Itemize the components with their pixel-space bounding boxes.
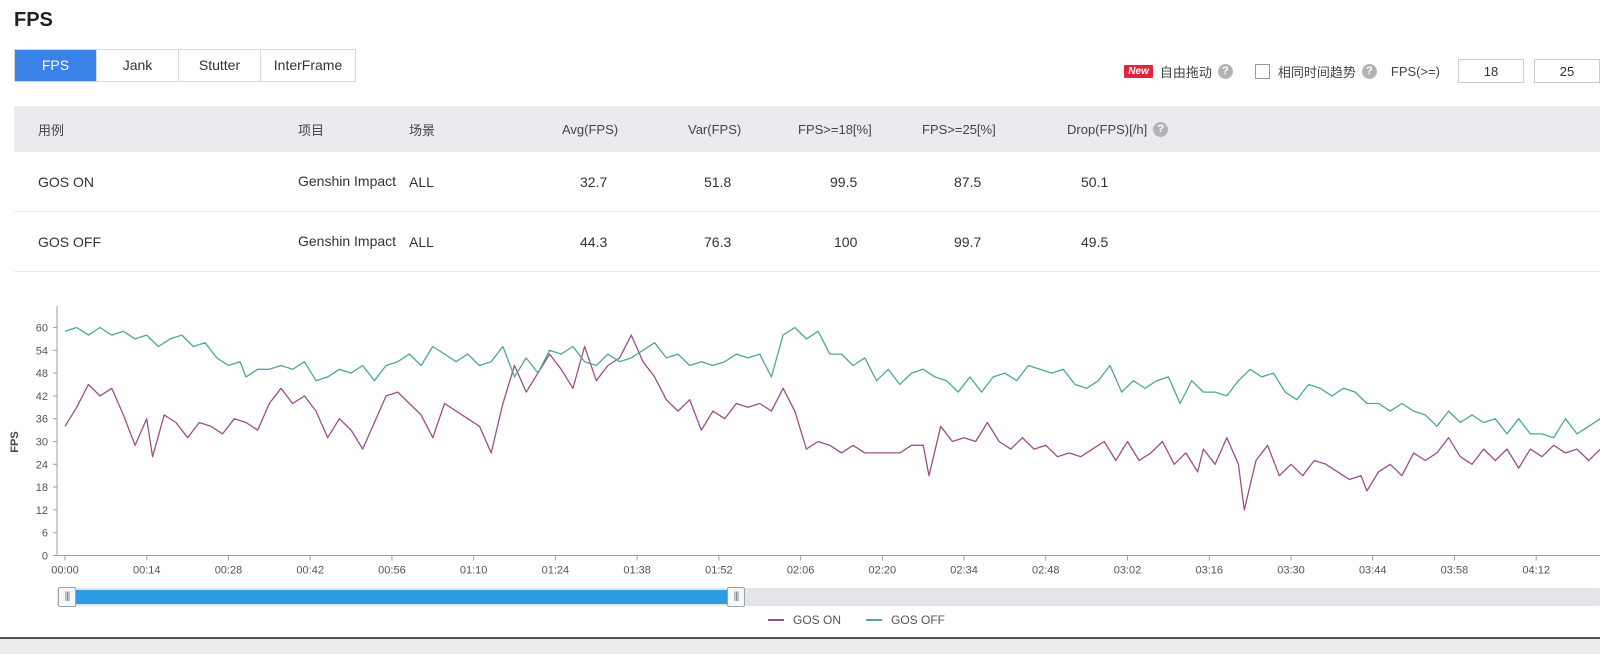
tab-interframe[interactable]: InterFrame (273, 57, 343, 73)
x-tick-label: 01:52 (705, 565, 733, 577)
cell-project: Genshin Impact (298, 173, 397, 189)
fps-threshold-18-input[interactable] (1458, 59, 1524, 83)
cell-fps-25: 99.7 (954, 233, 982, 250)
cell-avg-fps: 32.7 (580, 173, 608, 190)
header-fps-25: FPS>=25[%] (922, 121, 996, 137)
cell-var-fps: 51.8 (704, 173, 732, 190)
legend-label: GOS ON (793, 613, 842, 627)
x-tick-label: 01:38 (623, 565, 651, 577)
x-tick-label: 02:20 (869, 565, 897, 577)
header-avg-fps: Avg(FPS) (562, 121, 619, 137)
y-tick-label: 36 (36, 414, 48, 426)
cell-fps-18: 100 (834, 233, 858, 250)
cell-scene: ALL (409, 233, 434, 250)
header-var-fps: Var(FPS) (688, 121, 742, 137)
cell-drop-fps: 50.1 (1081, 173, 1109, 190)
same-time-trend-label: 相同时间趋势 (1277, 64, 1356, 80)
cell-fps-18: 99.5 (830, 173, 858, 190)
x-tick-label: 03:58 (1441, 565, 1469, 577)
header-project: 项目 (298, 122, 325, 138)
x-tick-label: 03:30 (1277, 565, 1305, 577)
cell-scene: ALL (409, 173, 434, 190)
cell-case: GOS OFF (38, 233, 101, 250)
chart-controls: New 自由拖动 ? 相同时间趋势 ? FPS(>=) (1124, 58, 1600, 84)
legend-item-gos-on[interactable]: GOS ON (768, 613, 841, 627)
cell-project: Genshin Impact (298, 233, 397, 249)
legend-label: GOS OFF (891, 613, 945, 627)
fps-threshold-25-input[interactable] (1534, 59, 1600, 83)
table-header: 用例 项目 场景 Avg(FPS) Var(FPS) FPS>=18[%] FP… (14, 106, 1600, 152)
time-range-selection[interactable] (65, 590, 735, 604)
same-time-trend-checkbox[interactable] (1254, 63, 1270, 79)
x-tick-label: 00:00 (51, 565, 79, 577)
y-tick-label: 60 (36, 323, 48, 335)
cell-avg-fps: 44.3 (580, 233, 608, 250)
legend-item-gos-off[interactable]: GOS OFF (866, 613, 945, 627)
y-tick-label: 24 (36, 459, 48, 471)
x-tick-label: 02:34 (950, 565, 978, 577)
tab-fps[interactable]: FPS (15, 50, 97, 81)
cell-drop-fps: 49.5 (1081, 233, 1109, 250)
trend-help-icon[interactable]: ? (1361, 63, 1377, 79)
tab-bar: FPS Jank Stutter InterFrame (14, 49, 356, 82)
table-row: GOS OFF Genshin Impact ALL 44.3 76.3 100… (14, 212, 1600, 272)
x-tick-label: 04:12 (1522, 565, 1550, 577)
y-tick-label: 18 (36, 482, 48, 494)
x-tick-label: 00:42 (296, 565, 324, 577)
y-tick-label: 0 (42, 551, 48, 563)
legend-swatch (768, 619, 784, 621)
y-tick-label: 6 (42, 528, 48, 540)
fps-line-chart: 0 6 12 18 24 30 36 42 48 54 60 FPS 00:00 00:14 00:28 00… (9, 306, 1600, 577)
free-drag-label: 自由拖动 (1159, 64, 1212, 80)
x-tick-label: 02:48 (1032, 565, 1060, 577)
drag-help-icon[interactable]: ? (1217, 63, 1233, 79)
x-tick-label: 01:10 (460, 565, 488, 577)
legend-swatch (866, 619, 882, 621)
range-end-handle[interactable]: ||| (727, 587, 745, 607)
header-case: 用例 (38, 122, 65, 138)
fps-threshold-label: FPS(>=) (1390, 63, 1440, 79)
y-tick-label: 30 (36, 437, 48, 449)
x-tick-label: 01:24 (542, 565, 570, 577)
header-drop-cell: Drop(FPS)[/h] ? (1067, 106, 1169, 152)
x-tick-label: 00:14 (133, 565, 161, 577)
bottom-bar (0, 637, 1600, 654)
page-title: FPS (14, 9, 53, 31)
new-badge: New (1124, 64, 1153, 78)
x-tick-label: 00:28 (215, 565, 243, 577)
header-drop-fps: Drop(FPS)[/h] (1067, 121, 1148, 137)
series-line-gos-on (64, 334, 1600, 511)
cell-var-fps: 76.3 (704, 233, 732, 250)
y-tick-label: 12 (36, 505, 48, 517)
cell-fps-25: 87.5 (954, 173, 982, 190)
series-line-gos-off (64, 326, 1600, 439)
y-tick-label: 48 (36, 368, 48, 380)
header-scene: 场景 (409, 122, 436, 138)
y-tick-label: 42 (36, 391, 48, 403)
drop-help-icon[interactable]: ? (1153, 121, 1169, 137)
y-tick-label: 54 (36, 345, 48, 357)
tab-jank[interactable]: Jank (97, 50, 179, 81)
table-row: GOS ON Genshin Impact ALL 32.7 51.8 99.5… (14, 152, 1600, 212)
x-tick-label: 03:16 (1195, 565, 1223, 577)
x-tick-label: 02:06 (787, 565, 815, 577)
fps-summary-table: 用例 项目 场景 Avg(FPS) Var(FPS) FPS>=18[%] FP… (14, 106, 1600, 272)
x-tick-label: 03:02 (1114, 565, 1142, 577)
range-start-handle[interactable]: ||| (58, 587, 76, 607)
header-fps-18: FPS>=18[%] (798, 121, 872, 137)
tab-stutter[interactable]: Stutter (179, 50, 261, 81)
x-tick-label: 03:44 (1359, 565, 1387, 577)
y-axis-label: FPS (9, 431, 21, 452)
x-tick-label: 00:56 (378, 565, 406, 577)
cell-case: GOS ON (38, 173, 95, 190)
